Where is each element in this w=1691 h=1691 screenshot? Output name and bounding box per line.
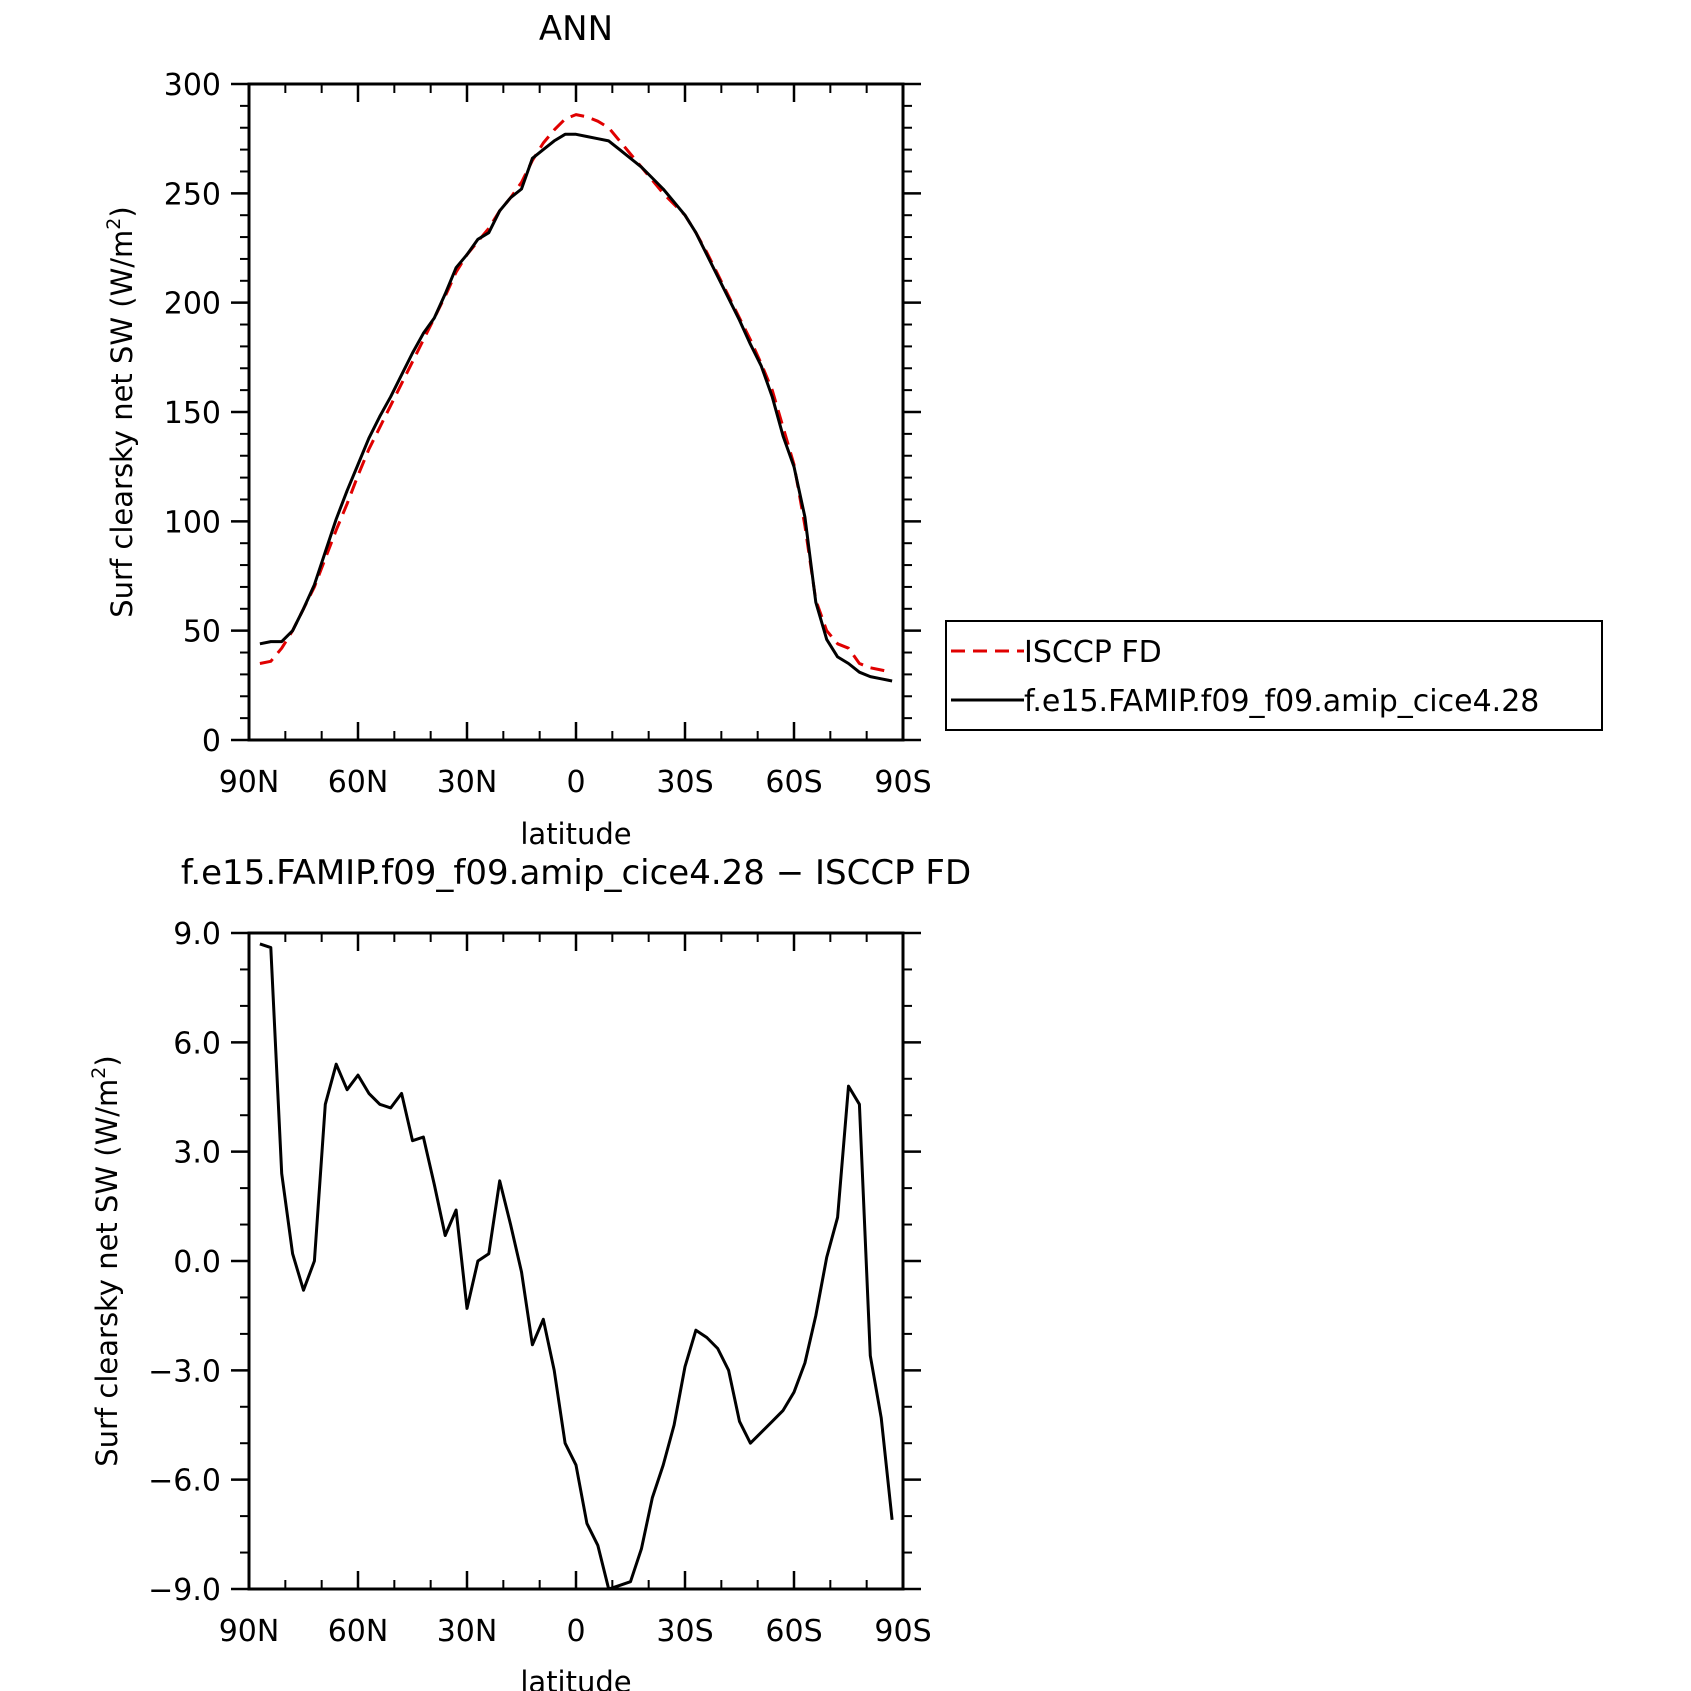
- bottom-chart-y-tick-label: 6.0: [173, 1026, 221, 1061]
- top-chart-y-axis-label: Surf clearsky net SW (W/m2): [103, 206, 139, 617]
- bottom-chart-series-line-0: [259, 942, 894, 1591]
- bottom-chart-y-tick-label: −9.0: [148, 1573, 221, 1608]
- bottom-chart-title: f.e15.FAMIP.f09_f09.amip_cice4.28 − ISCC…: [181, 853, 971, 893]
- top-chart-x-tick-label: 90N: [219, 765, 280, 800]
- top-chart-y-tick-label: 200: [164, 287, 221, 322]
- top-chart-y-tick-label: 250: [164, 177, 221, 212]
- top-chart-y-tick-label: 150: [164, 396, 221, 431]
- top-chart-x-tick-label: 30S: [656, 765, 713, 800]
- bottom-chart-x-tick-label: 90S: [874, 1614, 931, 1649]
- bottom-chart-y-axis-label: Surf clearsky net SW (W/m2): [88, 1055, 124, 1466]
- top-chart-y-tick-label: 100: [164, 505, 221, 540]
- legend-label-model: f.e15.FAMIP.f09_f09.amip_cice4.28: [1024, 684, 1539, 719]
- top-chart-panel: ANN 90N 60N 30N 0 30S 60S 90S 0 50 100 150 200 250 30…: [103, 9, 932, 851]
- bottom-chart-x-tick-label: 0: [566, 1614, 585, 1649]
- bottom-chart-x-axis-label: latitude: [520, 1665, 631, 1691]
- top-chart-x-tick-label: 60N: [328, 765, 389, 800]
- legend-box: [945, 620, 1603, 731]
- top-chart-x-tick-label: 90S: [874, 765, 931, 800]
- bottom-chart-x-tick-label: 60N: [328, 1614, 389, 1649]
- top-chart-ticks: 90N 60N 30N 0 30S 60S 90S 0 50 100 150 200 250 300: [164, 68, 932, 800]
- bottom-chart-y-tick-label: 3.0: [173, 1136, 221, 1171]
- top-chart-frame: [247, 82, 905, 742]
- top-chart-x-tick-label: 30N: [437, 765, 498, 800]
- top-chart-series: [259, 113, 893, 683]
- bottom-chart-x-tick-label: 60S: [765, 1614, 822, 1649]
- top-chart-x-axis-label: latitude: [520, 817, 631, 851]
- bottom-chart-panel: f.e15.FAMIP.f09_f09.amip_cice4.28 − ISCC…: [88, 853, 971, 1691]
- top-chart-x-tick-label: 0: [566, 765, 585, 800]
- top-chart-legend: ISCCP FD f.e15.FAMIP.f09_f09.amip_cice4.…: [945, 620, 1603, 731]
- bottom-chart-ticks: 90N 60N 30N 0 30S 60S 90S −9.0 −6.0 −3.0 0.0 3.0 6.0…: [148, 917, 931, 1649]
- top-chart-series-line-1: [259, 132, 893, 683]
- top-chart-x-tick-label: 60S: [765, 765, 822, 800]
- top-chart-y-tick-label: 300: [164, 68, 221, 103]
- bottom-chart-series: [259, 942, 894, 1591]
- bottom-chart-x-tick-label: 90N: [219, 1614, 280, 1649]
- top-chart-title: ANN: [539, 9, 613, 49]
- bottom-chart-frame: [247, 931, 905, 1591]
- top-chart-series-line-0: [259, 113, 893, 674]
- top-chart-y-tick-label: 50: [183, 615, 221, 650]
- bottom-chart-x-tick-label: 30S: [656, 1614, 713, 1649]
- bottom-chart-y-tick-label: 9.0: [173, 917, 221, 952]
- top-chart-y-tick-label: 0: [202, 724, 221, 759]
- bottom-chart-y-tick-label: 0.0: [173, 1245, 221, 1280]
- bottom-chart-x-tick-label: 30N: [437, 1614, 498, 1649]
- bottom-chart-y-tick-label: −6.0: [148, 1464, 221, 1499]
- legend-label-isccp: ISCCP FD: [1024, 635, 1162, 670]
- bottom-chart-y-tick-label: −3.0: [148, 1354, 221, 1389]
